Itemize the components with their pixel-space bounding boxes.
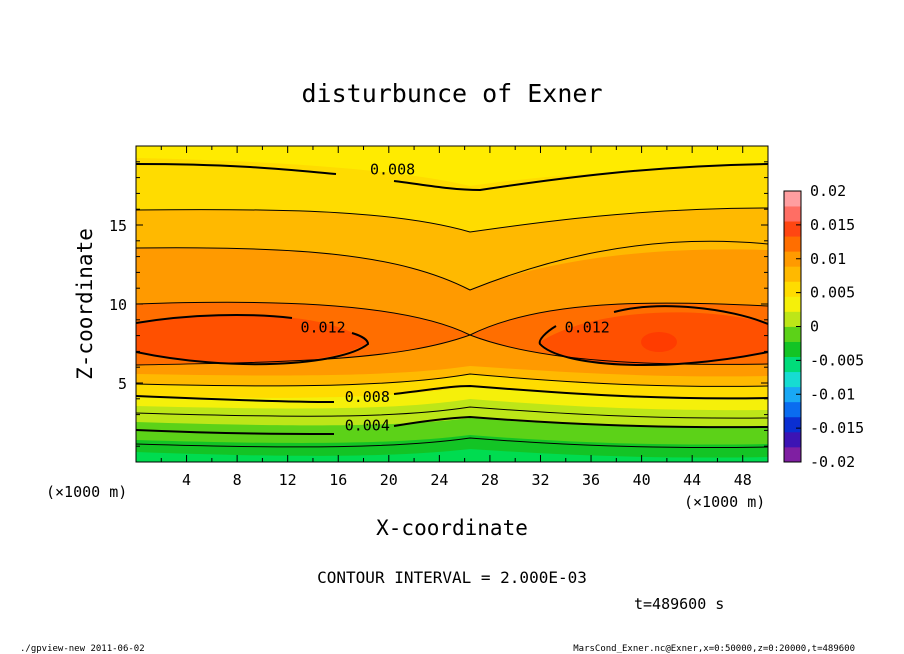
colorbar-label: 0.01 xyxy=(810,250,846,268)
colorbar-swatch xyxy=(784,266,801,282)
footer-right: MarsCond_Exner.nc@Exner,x=0:50000,z=0:20… xyxy=(573,644,855,654)
contour-line-0.004 xyxy=(136,415,768,435)
colorbar-label: 0.015 xyxy=(810,216,855,234)
colorbar-swatch xyxy=(784,371,801,388)
colorbar-label: -0.01 xyxy=(810,385,855,403)
y-tick-label: 5 xyxy=(118,375,127,393)
contour-label: 0.012 xyxy=(300,319,345,337)
fill-level-max-spot xyxy=(641,332,677,352)
chart-title: disturbunce of Exner xyxy=(301,79,602,108)
x-tick-label: 44 xyxy=(683,471,701,489)
x-tick-label: 12 xyxy=(279,471,297,489)
colorbar: 0.02 0.015 0.01 0.005 0 -0.005 -0.01 -0.015 -0.0… xyxy=(783,182,864,471)
colorbar-swatch xyxy=(784,236,801,252)
colorbar-label: 0.005 xyxy=(810,284,855,302)
colorbar-swatch xyxy=(784,431,801,448)
colorbar-label: -0.015 xyxy=(810,419,864,437)
x-tick-label: 32 xyxy=(531,471,549,489)
fill-level-top-yellow xyxy=(136,146,768,186)
x-axis: 4 8 12 16 20 24 28 32 36 40 44 48 xyxy=(135,146,769,489)
time-text: t=489600 s xyxy=(634,595,724,613)
contour-line-thin xyxy=(136,406,768,419)
colorbar-swatch xyxy=(784,416,801,433)
x-axis-label: X-coordinate xyxy=(376,516,528,540)
x-tick-label: 4 xyxy=(182,471,191,489)
colorbar-swatch xyxy=(784,206,801,222)
x-tick-label: 8 xyxy=(233,471,242,489)
contour-line-thin xyxy=(136,437,768,449)
contour-line-thin xyxy=(136,240,768,291)
contour-line-thin xyxy=(136,207,768,233)
colorbar-swatch xyxy=(784,296,801,312)
colorbar-label: 0 xyxy=(810,318,819,336)
fill-level-bright-green xyxy=(136,449,768,462)
x-tick-label: 48 xyxy=(734,471,752,489)
x-tick-label: 16 xyxy=(329,471,347,489)
contour-line-0.008-low xyxy=(136,384,768,403)
contour-label: 0.004 xyxy=(345,417,390,435)
fill-level-green xyxy=(136,435,768,462)
y-tick-label: 10 xyxy=(109,296,127,314)
colorbar-label: -0.02 xyxy=(810,453,855,471)
contour-lines xyxy=(136,163,768,449)
x-unit-right: (×1000 m) xyxy=(684,493,765,511)
contour-line-0.012-left xyxy=(136,314,370,366)
contour-line-0.008-top xyxy=(136,163,768,192)
colorbar-swatch xyxy=(784,311,801,327)
contour-line-thin xyxy=(468,302,768,365)
x-tick-label: 24 xyxy=(430,471,448,489)
contour-labels: 0.008 0.012 0.012 0.008 0.004 xyxy=(300,161,609,435)
colorbar-swatch xyxy=(784,281,801,297)
colorbar-label: 0.02 xyxy=(810,182,846,200)
colorbar-swatch xyxy=(784,326,801,342)
colorbar-swatch xyxy=(784,251,801,267)
y-tick-label: 15 xyxy=(109,217,127,235)
colorbar-swatch xyxy=(784,221,801,237)
x-tick-label: 28 xyxy=(481,471,499,489)
x-unit-left: (×1000 m) xyxy=(46,483,127,501)
contour-label: 0.008 xyxy=(345,388,390,406)
y-axis-label: Z-coordinate xyxy=(73,228,97,380)
x-tick-label: 20 xyxy=(380,471,398,489)
contour-line-thin xyxy=(136,373,768,387)
colorbar-swatch xyxy=(784,341,801,358)
contour-label: 0.008 xyxy=(370,161,415,179)
colorbar-swatch xyxy=(784,401,801,418)
colorbar-swatch xyxy=(784,446,801,463)
colorbar-swatch xyxy=(784,191,801,207)
y-axis: 5 10 15 xyxy=(109,161,768,447)
contour-field xyxy=(136,146,768,462)
contour-label: 0.012 xyxy=(565,319,610,337)
x-tick-label: 36 xyxy=(582,471,600,489)
footer-left: ./gpview-new 2011-06-02 xyxy=(20,644,145,654)
colorbar-swatch xyxy=(784,356,801,373)
contour-interval-text: CONTOUR INTERVAL = 2.000E-03 xyxy=(317,568,587,587)
colorbar-label: -0.005 xyxy=(810,351,864,369)
x-tick-label: 40 xyxy=(633,471,651,489)
colorbar-swatch xyxy=(784,386,801,403)
contour-line-0.012-right xyxy=(538,305,768,366)
fill-level-red-left xyxy=(136,315,368,364)
